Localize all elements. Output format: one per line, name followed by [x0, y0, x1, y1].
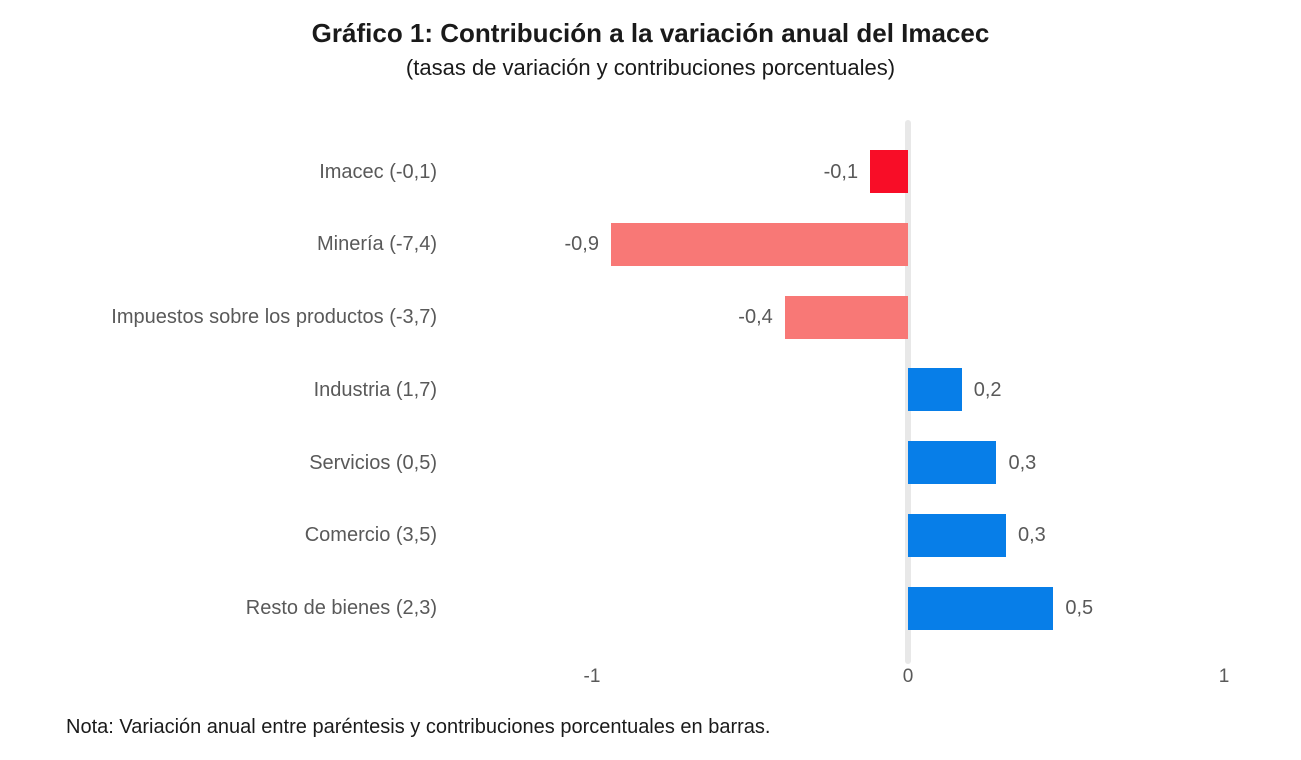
x-axis-tick-label: 1: [1218, 666, 1230, 687]
value-label: -0,9: [564, 233, 599, 256]
x-axis-tick-label: -1: [583, 666, 601, 687]
category-label: Industria (1,7): [313, 378, 437, 401]
bar[interactable]: [908, 441, 997, 484]
category-label: Impuestos sobre los productos (-3,7): [111, 306, 437, 328]
x-axis-tick-label: 0: [902, 666, 914, 687]
category-label: Resto de bienes (2,3): [245, 597, 437, 619]
category-label: Imacec (-0,1): [319, 160, 437, 183]
category-label: Minería (-7,4): [316, 233, 437, 256]
category-label: Comercio (3,5): [304, 524, 437, 547]
value-label: -0,4: [738, 306, 773, 328]
value-label: 0,2: [973, 378, 1002, 401]
value-label: 0,3: [1017, 524, 1046, 547]
bar[interactable]: [610, 222, 908, 266]
footnote: Nota: Variación anual entre paréntesis y…: [66, 716, 771, 738]
value-label: -0,1: [823, 160, 859, 183]
value-label: 0,5: [1065, 597, 1094, 619]
bar[interactable]: [908, 513, 1006, 557]
category-label: Servicios (0,5): [309, 451, 437, 474]
bar[interactable]: [908, 368, 962, 412]
chart-subtitle: (tasas de variación y contribuciones por…: [405, 55, 896, 80]
bar[interactable]: [908, 586, 1054, 630]
bar[interactable]: [870, 150, 908, 193]
bar[interactable]: [784, 295, 908, 339]
chart-title: Gráfico 1: Contribución a la variación a…: [311, 18, 990, 48]
value-label: 0,3: [1008, 451, 1037, 474]
